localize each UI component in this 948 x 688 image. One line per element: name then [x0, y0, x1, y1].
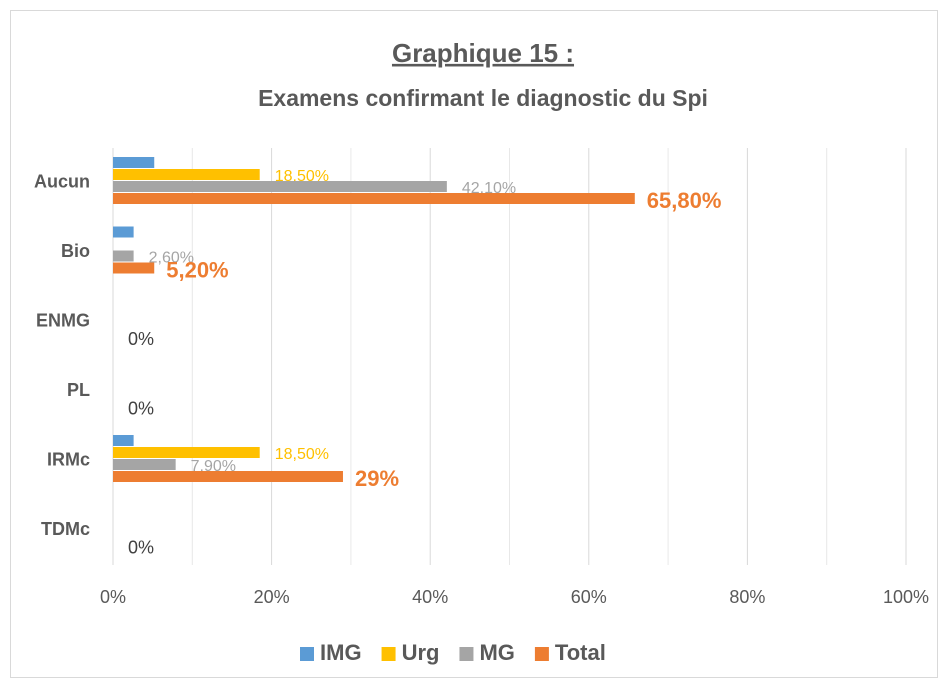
legend-label: MG [479, 640, 514, 665]
bar [113, 226, 134, 238]
x-tick-label: 60% [571, 587, 607, 607]
legend-label: Total [555, 640, 606, 665]
bar [113, 262, 155, 274]
y-tick-label: Bio [61, 241, 90, 261]
data-label: 18,50% [275, 168, 329, 185]
data-label: 0% [128, 329, 154, 349]
bar [113, 157, 155, 168]
data-label: 5,20% [166, 257, 228, 282]
legend-swatch [534, 647, 549, 661]
data-label: 65,80% [647, 188, 722, 213]
y-tick-label: Aucun [34, 172, 90, 192]
bar [113, 250, 134, 262]
x-tick-label: 0% [100, 587, 126, 607]
data-label: 29% [355, 466, 399, 491]
data-label: 18,50% [275, 446, 329, 463]
x-tick-label: 20% [254, 587, 290, 607]
data-label: 42,10% [462, 180, 516, 197]
x-tick-label: 40% [412, 587, 448, 607]
chart-subtitle: Examens confirmant le diagnostic du Spi [258, 85, 708, 111]
bar [113, 181, 447, 192]
bar [113, 435, 134, 446]
y-tick-label: ENMG [36, 311, 90, 331]
chart-title: Graphique 15 : [392, 38, 574, 68]
data-label: 0% [128, 398, 154, 418]
x-tick-label: 80% [729, 587, 765, 607]
bar [113, 169, 260, 180]
bar [113, 193, 635, 204]
legend-swatch [300, 647, 314, 661]
legend-label: Urg [402, 640, 440, 665]
data-label: 7,90% [191, 458, 236, 475]
bar [113, 459, 176, 470]
legend-swatch [459, 647, 474, 661]
data-label: 2,60% [149, 250, 194, 267]
chart-frame [10, 10, 938, 678]
legend-swatch [381, 647, 396, 661]
y-tick-label: IRMc [47, 450, 90, 470]
data-label: 0% [128, 537, 154, 557]
x-tick-label: 100% [883, 587, 929, 607]
bar [113, 447, 260, 458]
legend-label: IMG [320, 640, 362, 665]
y-tick-label: TDMc [41, 519, 90, 539]
y-tick-label: PL [67, 380, 90, 400]
bar [113, 471, 343, 482]
